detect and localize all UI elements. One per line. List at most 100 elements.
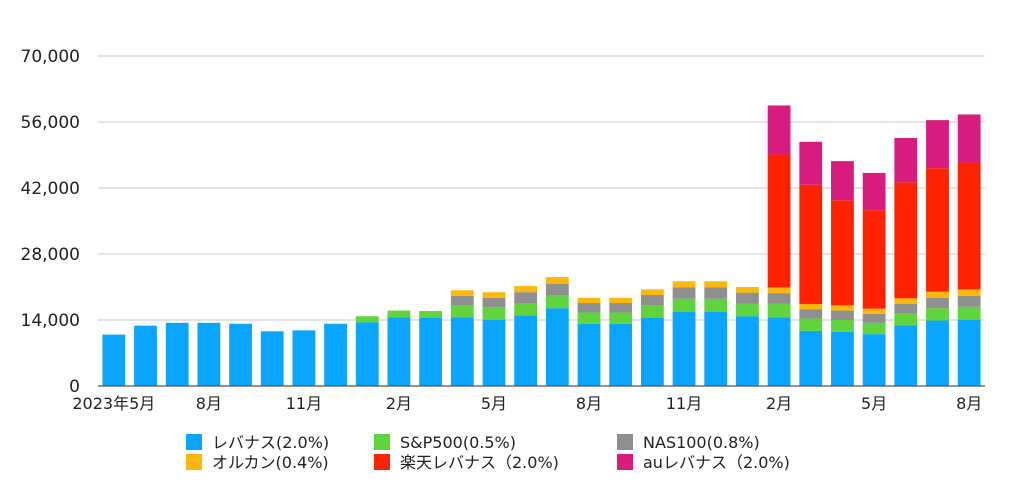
bar-segment: [767, 154, 791, 288]
legend-label: NAS100(0.8%): [643, 433, 760, 452]
bar-segment: [862, 308, 886, 314]
bar-segment: [482, 292, 506, 298]
legend-swatch: [617, 454, 633, 470]
x-tick-label: 11月: [666, 394, 702, 413]
legend-swatch: [374, 434, 390, 450]
bar-segment: [704, 281, 728, 288]
bar-segment: [736, 292, 759, 304]
bar-segment: [545, 283, 569, 296]
bar-segment: [767, 105, 791, 155]
x-tick-label: 2月: [766, 394, 792, 413]
y-tick-label: 70,000: [21, 47, 80, 67]
bar-segment: [957, 162, 981, 290]
bar-segment: [134, 325, 157, 386]
bar-segment: [926, 168, 949, 292]
bar-segment: [482, 320, 506, 386]
bar-segment: [419, 317, 443, 386]
legend: レバナス(2.0%) S&P500(0.5%) NAS100(0.8%) オルカン(0…: [186, 433, 790, 472]
bar-segment: [894, 303, 918, 314]
bar-segment: [799, 318, 823, 331]
bar-segment: [831, 200, 854, 306]
legend-swatch: [617, 434, 633, 450]
bar-segment: [292, 330, 316, 386]
bar-segment: [831, 310, 854, 320]
bar-segment: [736, 287, 759, 293]
legend-label: オルカン(0.4%): [212, 453, 329, 472]
bar-segment: [609, 303, 633, 313]
bar-segment: [926, 297, 949, 309]
bar-segment: [672, 287, 696, 299]
x-tick-label: 5月: [481, 394, 507, 413]
bar-segment: [894, 298, 918, 304]
bar-segment: [831, 320, 854, 332]
y-tick-label: 14,000: [21, 311, 80, 331]
legend-swatch: [186, 434, 202, 450]
bar-segment: [609, 312, 633, 324]
bar-segment: [957, 289, 981, 296]
bar-segment: [926, 291, 949, 298]
bar-segment: [102, 334, 126, 386]
bar-segment: [926, 320, 949, 386]
bar-segment: [831, 161, 854, 201]
legend-label: auレバナス（2.0%): [643, 453, 790, 472]
bar-segment: [387, 317, 411, 386]
bar-segment: [450, 295, 474, 306]
bar-segment: [450, 305, 474, 318]
bar-segment: [799, 141, 823, 185]
bar-segment: [355, 322, 379, 386]
bar-segment: [229, 323, 252, 386]
bar-segment: [482, 307, 506, 320]
legend-item: レバナス(2.0%): [186, 433, 329, 452]
legend-item: NAS100(0.8%): [617, 433, 760, 452]
legend-item: 楽天レバナス（2.0%): [374, 453, 559, 472]
bar-segment: [799, 330, 823, 386]
bar-segment: [767, 287, 791, 294]
y-tick-label: 28,000: [21, 245, 80, 265]
bar-segment: [894, 325, 918, 386]
bar-segment: [831, 305, 854, 311]
bar-segment: [799, 309, 823, 319]
bar-segment: [799, 184, 823, 304]
bar-segment: [577, 297, 601, 304]
bar-segment: [609, 323, 633, 386]
bar-segment: [640, 305, 664, 318]
bar-segment: [514, 303, 538, 316]
bar-segment: [894, 138, 918, 183]
bar-segment: [609, 297, 633, 304]
bar-segment: [862, 322, 886, 335]
legend-item: auレバナス（2.0%): [617, 453, 790, 472]
bar-segment: [577, 303, 601, 313]
bar-segment: [894, 313, 918, 326]
bar-segment: [736, 303, 759, 317]
bar-segment: [419, 311, 443, 318]
bar-segment: [324, 323, 347, 386]
legend-swatch: [374, 454, 390, 470]
bar-segment: [704, 298, 728, 312]
bar-segment: [862, 172, 886, 211]
bar-segment: [450, 290, 474, 296]
legend-label: S&P500(0.5%): [400, 433, 516, 452]
bar-segment: [640, 295, 664, 306]
bar-segment: [957, 114, 981, 163]
y-tick-label: 0: [69, 377, 80, 397]
bar-segment: [545, 277, 569, 284]
x-tick-label: 2月: [386, 394, 412, 413]
legend-swatch: [186, 454, 202, 470]
bar-segment: [577, 312, 601, 324]
legend-item: S&P500(0.5%): [374, 433, 516, 452]
bar-segment: [514, 315, 538, 386]
bar-segment: [862, 210, 886, 309]
bar-segment: [704, 287, 728, 299]
bar-segment: [577, 323, 601, 386]
bar-segment: [672, 311, 696, 386]
bar-segment: [862, 313, 886, 323]
bar-segment: [640, 317, 664, 386]
bar-segment: [894, 182, 918, 299]
bar-segment: [767, 303, 791, 318]
x-axis: 2023年5月 8月 11月 2月 5月 8月 11月 2月 5月 8月: [72, 394, 982, 413]
bar-segment: [926, 120, 949, 169]
bar-segment: [957, 320, 981, 386]
bar-segment: [957, 306, 981, 320]
bar-segment: [926, 308, 949, 321]
